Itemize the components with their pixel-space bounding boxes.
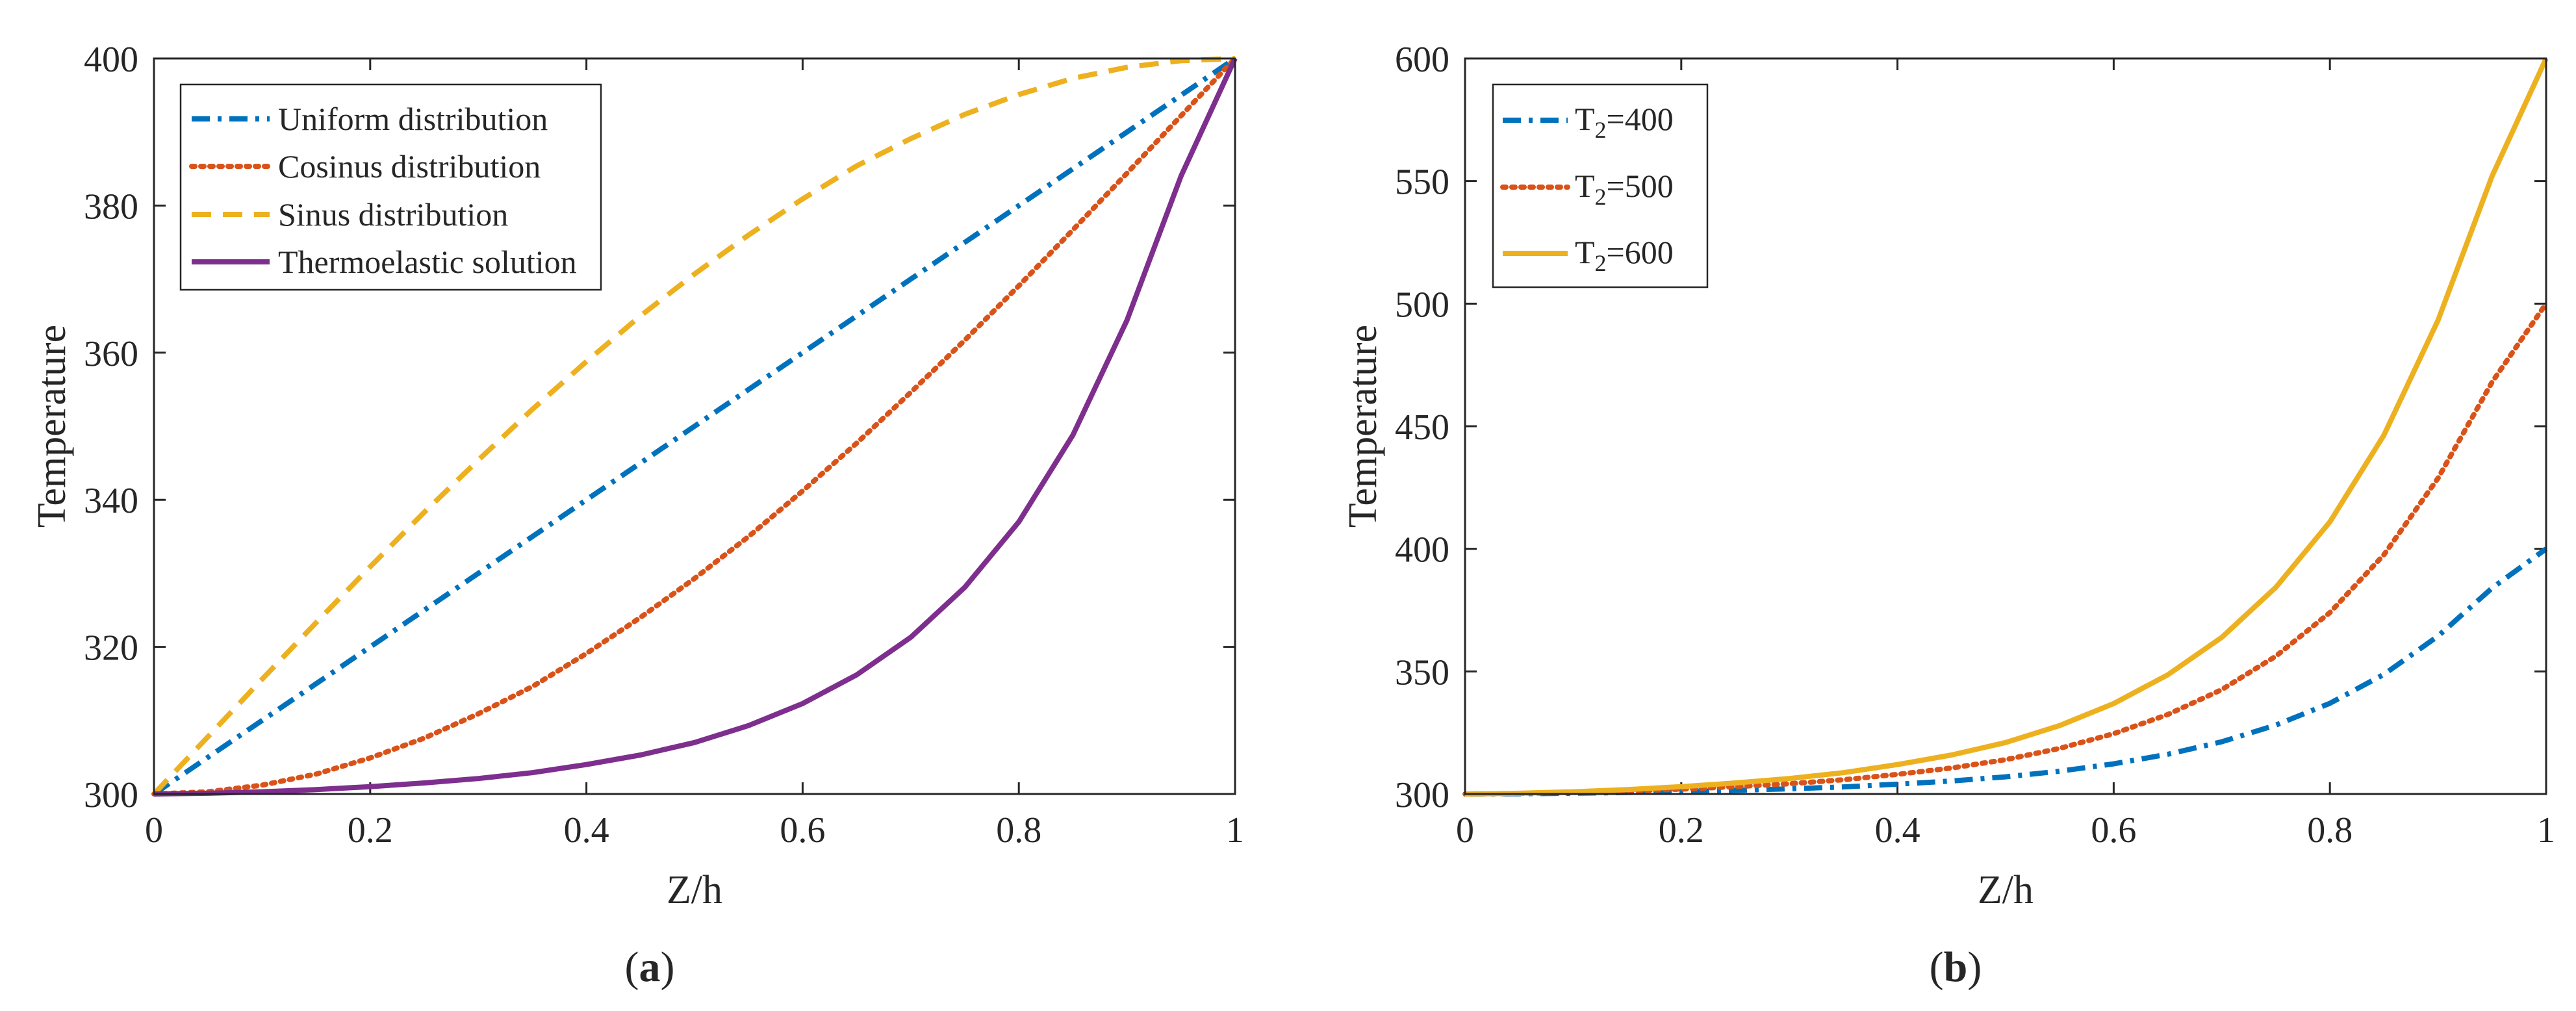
y-tick-label: 360 <box>84 334 138 374</box>
series-line-thermoelastic-solution <box>153 57 1238 797</box>
y-tick-label: 400 <box>1395 530 1449 570</box>
panel-label-b: (b) <box>1930 943 1982 991</box>
x-tick-label: 1 <box>1226 810 1244 851</box>
legend-label-t2-400: T2=400 <box>1575 101 1674 143</box>
panel-label-a: (a) <box>625 943 675 991</box>
legend-label-t2-600: T2=600 <box>1575 234 1674 276</box>
y-tick-label: 400 <box>84 40 138 80</box>
y-tick-label: 350 <box>1395 652 1449 693</box>
y-tick-label: 320 <box>84 628 138 669</box>
legend: Uniform distribution Cosinus distributio… <box>179 83 602 291</box>
y-tick-label: 550 <box>1395 162 1449 203</box>
y-tick-label: 300 <box>84 775 138 815</box>
x-tick-label: 0.2 <box>1659 810 1704 851</box>
legend-label-uniform: Uniform distribution <box>278 101 548 137</box>
x-tick-label: 0.8 <box>996 810 1041 851</box>
panel-b-ytick-labels: 300 350 400 450 500 550 600 <box>1395 40 1449 815</box>
x-tick-label: 0 <box>145 810 163 851</box>
series-line-t2-400 <box>1464 546 2548 797</box>
legend-label-thermoelastic: Thermoelastic solution <box>278 244 577 280</box>
panel-b-xtick-labels: 0 0.2 0.4 0.6 0.8 1 <box>1456 810 2555 851</box>
y-axis-label: Temperature <box>30 325 74 528</box>
y-tick-label: 380 <box>84 186 138 227</box>
x-axis-label: Z/h <box>1978 868 2034 912</box>
legend-label-cosinus: Cosinus distribution <box>278 148 541 185</box>
series-line-sinus-distribution <box>152 56 1236 796</box>
x-axis-label: Z/h <box>667 868 722 912</box>
x-tick-label: 0.8 <box>2307 810 2353 851</box>
y-tick-label: 300 <box>1395 775 1449 815</box>
panel-a-series <box>151 56 1238 797</box>
y-tick-label: 450 <box>1395 407 1449 448</box>
y-tick-label: 500 <box>1395 285 1449 325</box>
panel-b: 0 0.2 0.4 0.6 0.8 1 300 350 400 450 500 … <box>1341 40 2555 991</box>
x-tick-label: 0 <box>1456 810 1474 851</box>
legend-label-t2-500: T2=500 <box>1575 168 1674 210</box>
legend-label-sinus: Sinus distribution <box>278 196 508 233</box>
x-tick-label: 0.6 <box>2091 810 2136 851</box>
panel-b-series <box>1462 57 2549 797</box>
x-tick-label: 0.4 <box>564 810 609 851</box>
panel-a-ytick-labels: 300 320 340 360 380 400 <box>84 40 138 815</box>
y-tick-label: 600 <box>1395 40 1449 80</box>
y-axis-label: Temperature <box>1341 325 1385 528</box>
series-line-t2-600 <box>1464 57 2549 797</box>
x-tick-label: 0.2 <box>348 810 393 851</box>
x-tick-label: 0.4 <box>1875 810 1920 851</box>
series-line-t2-500 <box>1462 301 2549 797</box>
panel-b-axes-box <box>1464 57 2547 795</box>
x-tick-label: 1 <box>2537 810 2555 851</box>
legend-box <box>179 83 602 291</box>
panel-a: 0 0.2 0.4 0.6 0.8 1 300 320 340 360 380 … <box>30 40 1244 991</box>
panel-a-axes-box <box>153 57 1236 795</box>
series-line-cosinus-distribution <box>151 56 1238 797</box>
panel-a-xtick-labels: 0 0.2 0.4 0.6 0.8 1 <box>145 810 1244 851</box>
series-line-uniform-distribution <box>152 56 1237 797</box>
x-tick-label: 0.6 <box>780 810 825 851</box>
y-tick-label: 340 <box>84 481 138 521</box>
legend: T2=400 T2=500 T2=600 <box>1492 83 1709 288</box>
